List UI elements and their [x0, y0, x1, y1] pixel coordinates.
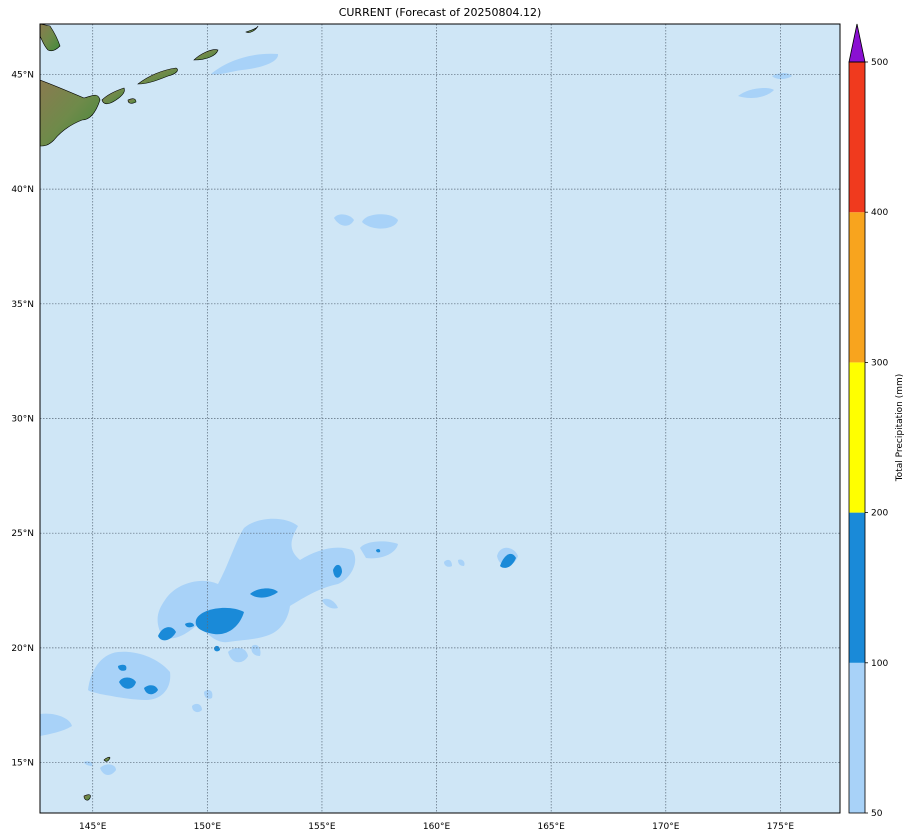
map-title: CURRENT (Forecast of 20250804.12)	[338, 6, 542, 19]
colorbar-segment	[849, 662, 865, 813]
longitude-tick-label: 170°E	[652, 822, 680, 832]
colorbar-extend-arrow	[848, 23, 866, 63]
colorbar-tick-label: 200	[871, 509, 888, 519]
longitude-tick-label: 175°E	[767, 822, 795, 832]
colorbar-segment	[849, 512, 865, 663]
latitude-tick-label: 40°N	[11, 185, 34, 195]
precip-medium-areas	[118, 548, 516, 695]
colorbar-title: Total Precipitation (mm)	[895, 374, 905, 483]
colorbar-tick-label: 500	[871, 58, 888, 68]
land-areas	[40, 24, 259, 801]
colorbar-tick-label: 400	[871, 208, 888, 218]
colorbar-tick-label: 300	[871, 358, 888, 368]
latitude-tick-label: 30°N	[11, 415, 34, 425]
longitude-tick-label: 155°E	[308, 822, 336, 832]
graticule	[40, 24, 840, 813]
latitude-tick-label: 45°N	[11, 70, 34, 80]
longitude-tick-label: 150°E	[194, 822, 222, 832]
colorbar-tick-label: 100	[871, 659, 888, 669]
colorbar: 50 100 200 300 400 500 Total Precipitation (mm…	[848, 23, 905, 819]
colorbar-segment	[849, 362, 865, 513]
latitude-labels: 15°N 20°N 25°N 30°N 35°N 40°N 45°N	[11, 70, 34, 768]
latitude-tick-label: 25°N	[11, 529, 34, 539]
longitude-labels: 145°E 150°E 155°E 160°E 165°E 170°E 175°E	[79, 822, 794, 832]
longitude-tick-label: 160°E	[423, 822, 451, 832]
latitude-tick-label: 15°N	[11, 759, 34, 769]
colorbar-segment	[849, 212, 865, 363]
map-frame	[39, 23, 841, 814]
colorbar-tick-label: 50	[871, 809, 883, 819]
colorbar-segment	[849, 62, 865, 213]
colorbar-frame	[848, 61, 866, 814]
longitude-tick-label: 145°E	[79, 822, 107, 832]
latitude-tick-label: 35°N	[11, 300, 34, 310]
latitude-tick-label: 20°N	[11, 644, 34, 654]
longitude-tick-label: 165°E	[537, 822, 565, 832]
